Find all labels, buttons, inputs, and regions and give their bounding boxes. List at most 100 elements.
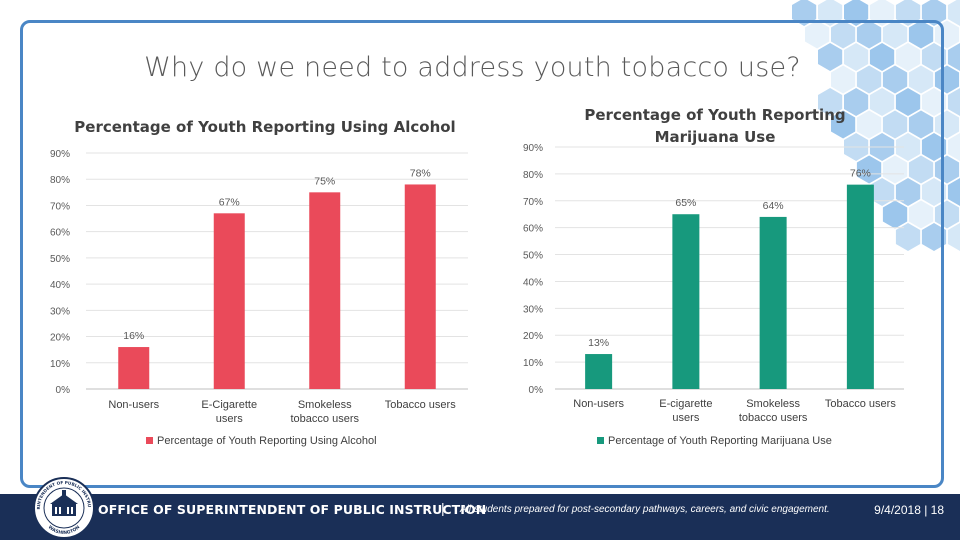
hexagon-decoration	[934, 155, 960, 184]
hexagon-decoration	[947, 178, 960, 206]
y-tick-label: 0%	[56, 385, 71, 396]
y-tick-label: 10%	[50, 359, 70, 370]
y-tick-label: 40%	[50, 280, 70, 291]
alcohol-chart-title: Percentage of Youth Reporting Using Alco…	[74, 118, 456, 136]
hexagon-decoration	[869, 88, 895, 116]
hexagon-decoration	[856, 155, 882, 184]
hexagon-decoration	[921, 178, 947, 206]
hexagon-decoration	[947, 88, 960, 116]
hexagon-decoration	[856, 20, 882, 49]
bar-value-label: 75%	[314, 175, 335, 187]
hexagon-decoration	[844, 88, 869, 116]
y-tick-label: 90%	[523, 143, 543, 154]
ospi-seal-logo: SUPERINTENDENT OF PUBLIC INSTRUCTION WAS…	[32, 476, 95, 539]
footer-tagline: All students prepared for post-secondary…	[460, 504, 830, 515]
hexagon-decoration	[895, 43, 921, 71]
footer-date-page: 9/4/2018 | 18	[874, 503, 944, 517]
legend-label: Percentage of Youth Reporting Marijuana …	[608, 435, 832, 447]
hexagon-decoration	[818, 43, 843, 71]
legend-label: Percentage of Youth Reporting Using Alco…	[157, 435, 377, 447]
hexagon-decoration	[818, 0, 843, 26]
hexagon-decoration	[908, 155, 934, 184]
hexagon-decoration	[934, 65, 960, 94]
y-tick-label: 70%	[523, 197, 543, 208]
bar	[672, 214, 700, 389]
hexagon-decoration	[921, 88, 947, 116]
bar	[585, 354, 613, 389]
hexagon-decoration	[831, 65, 856, 94]
hexagon-decoration	[908, 65, 934, 94]
hexagon-decoration	[882, 110, 908, 139]
bar-value-label: 78%	[410, 167, 431, 179]
hexagon-decoration	[895, 133, 921, 161]
hexagon-decoration	[818, 88, 843, 116]
bar-value-label: 67%	[219, 196, 240, 208]
x-category-label: Smokeless tobacco users	[739, 398, 808, 424]
y-tick-label: 30%	[523, 304, 543, 315]
y-tick-label: 60%	[523, 224, 543, 235]
hexagon-decoration	[934, 200, 960, 229]
legend-swatch	[146, 437, 153, 444]
y-tick-label: 0%	[529, 385, 544, 396]
bar-value-label: 76%	[850, 168, 871, 180]
x-category-label: Tobacco users	[385, 399, 456, 411]
hexagon-decoration	[882, 20, 908, 49]
hexagon-decoration	[908, 110, 934, 139]
hexagon-decoration	[869, 43, 895, 71]
footer-bar	[0, 494, 960, 540]
x-category-label: E-Cigarette users	[201, 399, 257, 425]
hexagon-decoration	[934, 110, 960, 139]
y-tick-label: 60%	[50, 228, 70, 239]
y-tick-label: 50%	[523, 251, 543, 262]
hexagon-decoration	[947, 223, 960, 251]
hexagon-decoration	[792, 0, 817, 26]
footer-org-name: OFFICE OF SUPERINTENDENT OF PUBLIC INSTR…	[98, 502, 487, 517]
x-category-label: E-cigarette users	[659, 398, 712, 424]
y-tick-label: 80%	[50, 175, 70, 186]
hexagon-decoration	[895, 0, 921, 26]
y-tick-label: 70%	[50, 201, 70, 212]
bar-value-label: 16%	[123, 330, 144, 342]
hexagon-decoration	[882, 200, 908, 229]
x-category-label: Smokeless tobacco users	[291, 399, 360, 425]
hexagon-decoration	[856, 65, 882, 94]
hexagon-decoration	[895, 88, 921, 116]
bar	[118, 347, 150, 389]
hexagon-decoration	[831, 110, 856, 139]
hexagon-decoration	[895, 178, 921, 206]
hexagon-decoration	[947, 133, 960, 161]
y-tick-label: 20%	[523, 331, 543, 342]
hexagon-decoration	[921, 133, 947, 161]
legend-swatch	[597, 437, 604, 444]
bar-value-label: 65%	[675, 197, 696, 209]
hexagon-decoration	[869, 178, 895, 206]
hexagon-decoration	[805, 20, 830, 49]
hexagon-decoration	[895, 223, 921, 251]
hexagon-decoration	[882, 155, 908, 184]
bar	[846, 184, 874, 389]
hexagon-decoration	[908, 200, 934, 229]
hexagon-decoration	[908, 20, 934, 49]
page-title: Why do we need to address youth tobacco …	[144, 52, 801, 83]
footer-separator: |	[441, 500, 445, 516]
hexagon-decoration	[844, 0, 869, 26]
y-tick-label: 40%	[523, 277, 543, 288]
x-category-label: Tobacco users	[825, 398, 896, 410]
hexagon-decoration	[947, 43, 960, 71]
y-tick-label: 30%	[50, 306, 70, 317]
hexagon-decoration	[921, 0, 947, 26]
slide-frame	[20, 20, 944, 488]
hexagon-decoration	[831, 20, 856, 49]
y-tick-label: 10%	[523, 358, 543, 369]
y-tick-label: 50%	[50, 254, 70, 265]
x-category-label: Non-users	[108, 399, 159, 411]
hexagon-decoration	[947, 0, 960, 26]
y-tick-label: 90%	[50, 149, 70, 160]
hexagon-decoration	[882, 65, 908, 94]
bar	[213, 213, 245, 389]
bar	[404, 184, 436, 389]
bar-value-label: 13%	[588, 337, 609, 349]
